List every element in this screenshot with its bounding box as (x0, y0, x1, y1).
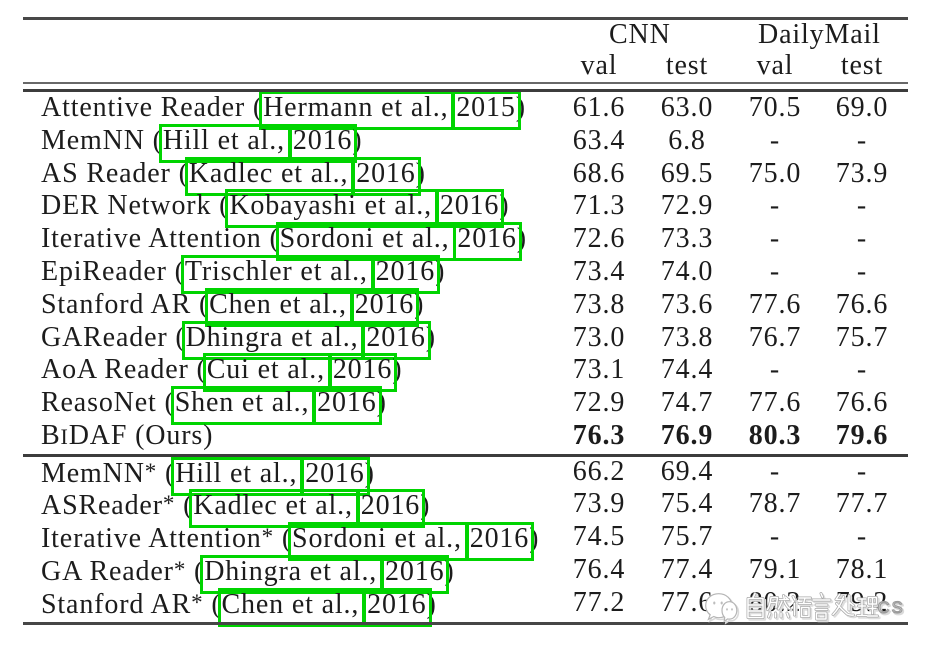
svg-text:CS: CS (879, 600, 906, 618)
svg-text:CS: CS (878, 599, 905, 617)
